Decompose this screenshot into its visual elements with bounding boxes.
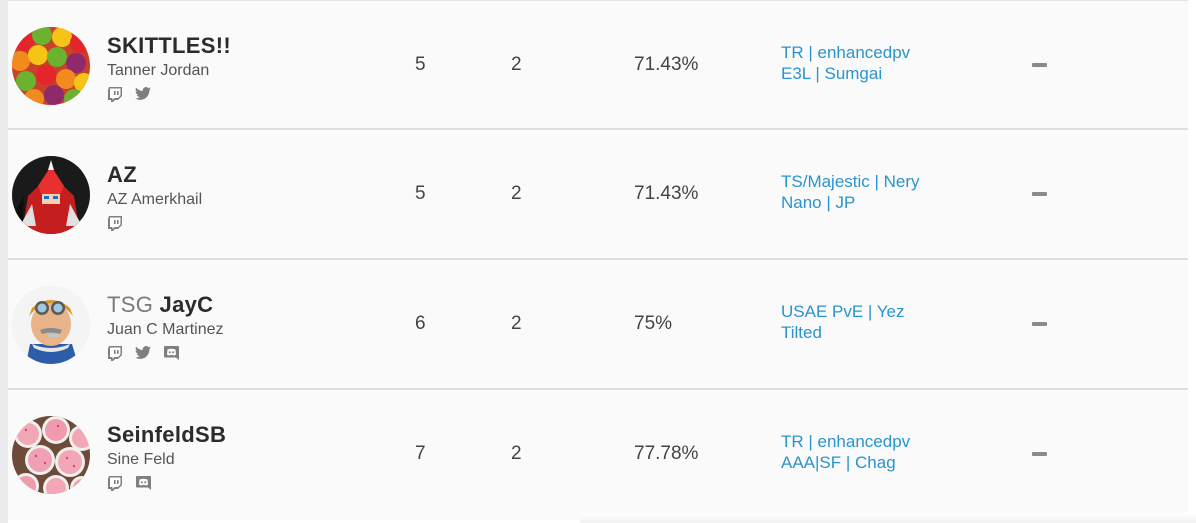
win-percentage: 71.43%: [634, 54, 699, 75]
twitter-icon[interactable]: [135, 346, 151, 360]
twitch-icon[interactable]: [107, 215, 123, 231]
player-avatar[interactable]: [12, 156, 90, 234]
twitch-icon[interactable]: [107, 475, 123, 491]
skittles-avatar-image: [12, 27, 90, 105]
real-name: Tanner Jordan: [107, 62, 210, 79]
player-names: SKITTLES!! Tanner Jordan: [107, 33, 231, 103]
team-prefix: TSG: [107, 292, 154, 317]
bottom-shadow: [580, 513, 1196, 523]
wins-value: 5: [415, 54, 426, 75]
social-links: [107, 474, 226, 492]
cookies-avatar-image: [12, 416, 90, 494]
table-row: SeinfeldSB Sine Feld 7 2 77.78% TR | enh…: [8, 390, 1188, 520]
twitch-icon[interactable]: [107, 345, 123, 361]
team-link[interactable]: TR | enhancedpv: [781, 432, 911, 451]
team-link[interactable]: TR | enhancedpv: [781, 43, 911, 62]
losses-value: 2: [511, 443, 522, 464]
losses-value: 2: [511, 313, 522, 334]
player-avatar[interactable]: [12, 27, 90, 105]
losses-value: 2: [511, 54, 522, 75]
win-percentage: 71.43%: [634, 183, 699, 204]
wins-value: 7: [415, 443, 426, 464]
status-dash: [1032, 192, 1047, 196]
discord-icon[interactable]: [135, 475, 152, 491]
gamer-tag: JayC: [159, 292, 214, 317]
standings-table: SKITTLES!! Tanner Jordan 5 2 71.43% TR |…: [8, 0, 1188, 520]
gamer-tag: AZ: [107, 162, 137, 187]
player-names: TSG JayC Juan C Martinez: [107, 292, 224, 362]
player-tag[interactable]: TSG JayC: [107, 292, 224, 318]
team-link[interactable]: AAA|SF | Chag: [781, 453, 896, 472]
teams-list: USAE PvE | Yez Tilted: [781, 301, 904, 343]
wins-value: 6: [415, 313, 426, 334]
real-name: Juan C Martinez: [107, 321, 224, 338]
teams-list: TS/Majestic | Nery Nano | JP: [781, 171, 920, 213]
table-row: SKITTLES!! Tanner Jordan 5 2 71.43% TR |…: [8, 0, 1188, 130]
team-link[interactable]: USAE PvE | Yez: [781, 302, 905, 321]
status-dash: [1032, 452, 1047, 456]
player-tag[interactable]: SKITTLES!!: [107, 33, 231, 59]
social-links: [107, 85, 231, 103]
discord-icon[interactable]: [163, 345, 180, 361]
player-names: AZ AZ Amerkhail: [107, 162, 202, 232]
win-percentage: 77.78%: [634, 443, 699, 464]
gamer-tag: SeinfeldSB: [107, 422, 227, 447]
status-dash: [1032, 322, 1047, 326]
twitter-icon[interactable]: [135, 87, 151, 101]
team-link[interactable]: Tilted: [781, 323, 822, 342]
table-row: TSG JayC Juan C Martinez 6 2 75% USAE Pv…: [8, 260, 1188, 390]
player-avatar[interactable]: [12, 286, 90, 364]
player-names: SeinfeldSB Sine Feld: [107, 422, 226, 492]
social-links: [107, 344, 224, 362]
win-percentage: 75%: [634, 313, 673, 334]
table-row: AZ AZ Amerkhail 5 2 71.43% TS/Majestic |…: [8, 130, 1188, 260]
status-dash: [1032, 63, 1047, 67]
player-avatar[interactable]: [12, 416, 90, 494]
team-link[interactable]: E3L | Sumgai: [781, 64, 883, 83]
gamer-tag: SKITTLES!!: [107, 33, 231, 58]
team-link[interactable]: TS/Majestic | Nery: [781, 172, 920, 191]
aviator-avatar-image: [12, 286, 90, 364]
teams-list: TR | enhancedpv AAA|SF | Chag: [781, 431, 910, 473]
twitch-icon[interactable]: [107, 86, 123, 102]
social-links: [107, 214, 202, 232]
losses-value: 2: [511, 183, 522, 204]
player-tag[interactable]: AZ: [107, 162, 202, 188]
team-link[interactable]: Nano | JP: [781, 193, 856, 212]
real-name: AZ Amerkhail: [107, 191, 203, 208]
red-robot-avatar-image: [12, 156, 90, 234]
teams-list: TR | enhancedpv E3L | Sumgai: [781, 42, 910, 84]
real-name: Sine Feld: [107, 451, 175, 468]
player-tag[interactable]: SeinfeldSB: [107, 422, 226, 448]
wins-value: 5: [415, 183, 426, 204]
